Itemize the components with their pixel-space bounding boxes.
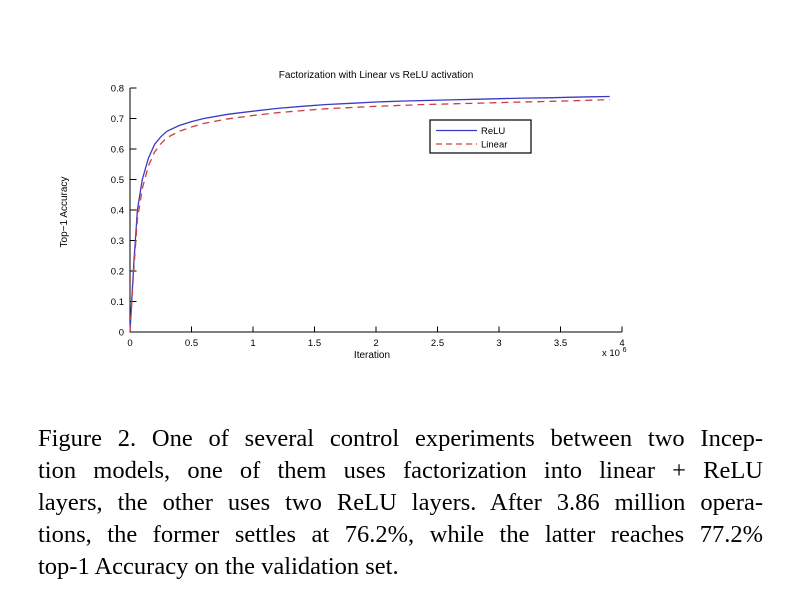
legend-box xyxy=(429,119,532,154)
x-tick-label: 3 xyxy=(496,338,501,349)
y-tick-label: 0 xyxy=(119,328,124,339)
series-line-relu xyxy=(129,95,610,333)
y-axis-label: Top−1 Accuracy xyxy=(59,177,70,248)
y-tick-label: 0.1 xyxy=(111,297,124,308)
y-tick-label: 0.7 xyxy=(111,114,124,125)
figure-caption: Figure 2. One of several control experim… xyxy=(38,423,763,583)
caption-line: Figure 2. One of several control experim… xyxy=(38,425,763,452)
y-tick-label: 0.6 xyxy=(111,145,124,156)
caption-line: tions, the former settles at 76.2%, whil… xyxy=(38,521,763,548)
axes xyxy=(129,88,622,333)
x-tick-label: 0.5 xyxy=(185,338,198,349)
x-tick-label: 2 xyxy=(373,338,378,349)
y-tick-label: 0.4 xyxy=(111,206,124,217)
x-tick-label: 2.5 xyxy=(431,338,444,349)
x-tick-label: 4 xyxy=(619,338,624,349)
y-tick-label: 0.3 xyxy=(111,236,124,247)
caption-line: top-1 Accuracy on the validation set. xyxy=(38,553,399,580)
series-line-linear xyxy=(129,98,610,333)
legend-label-relu: ReLU xyxy=(481,126,505,137)
caption-line: tion models, one of them uses factorizat… xyxy=(38,457,763,484)
x-scale-label: x 10 6 xyxy=(602,347,627,359)
y-tick-label: 0.5 xyxy=(111,175,124,186)
accuracy-chart: 0 0.1 0.2 0.3 0.4 0.5 0.6 0.7 0.8 0 0.5 1 1.5 2 2.5 3 3.… xyxy=(59,70,627,361)
y-tick-label: 0.2 xyxy=(111,267,124,278)
legend-label-linear: Linear xyxy=(481,140,507,151)
y-tick-label: 0.8 xyxy=(111,84,124,95)
x-tick-label: 1 xyxy=(250,338,255,349)
x-tick-label: 0 xyxy=(127,338,132,349)
caption-line: layers, the other uses two ReLU layers. … xyxy=(38,489,763,516)
x-axis-label: Iteration xyxy=(354,350,390,361)
x-tick-label: 3.5 xyxy=(554,338,567,349)
chart-title: Factorization with Linear vs ReLU activa… xyxy=(279,70,474,81)
x-tick-label: 1.5 xyxy=(308,338,321,349)
